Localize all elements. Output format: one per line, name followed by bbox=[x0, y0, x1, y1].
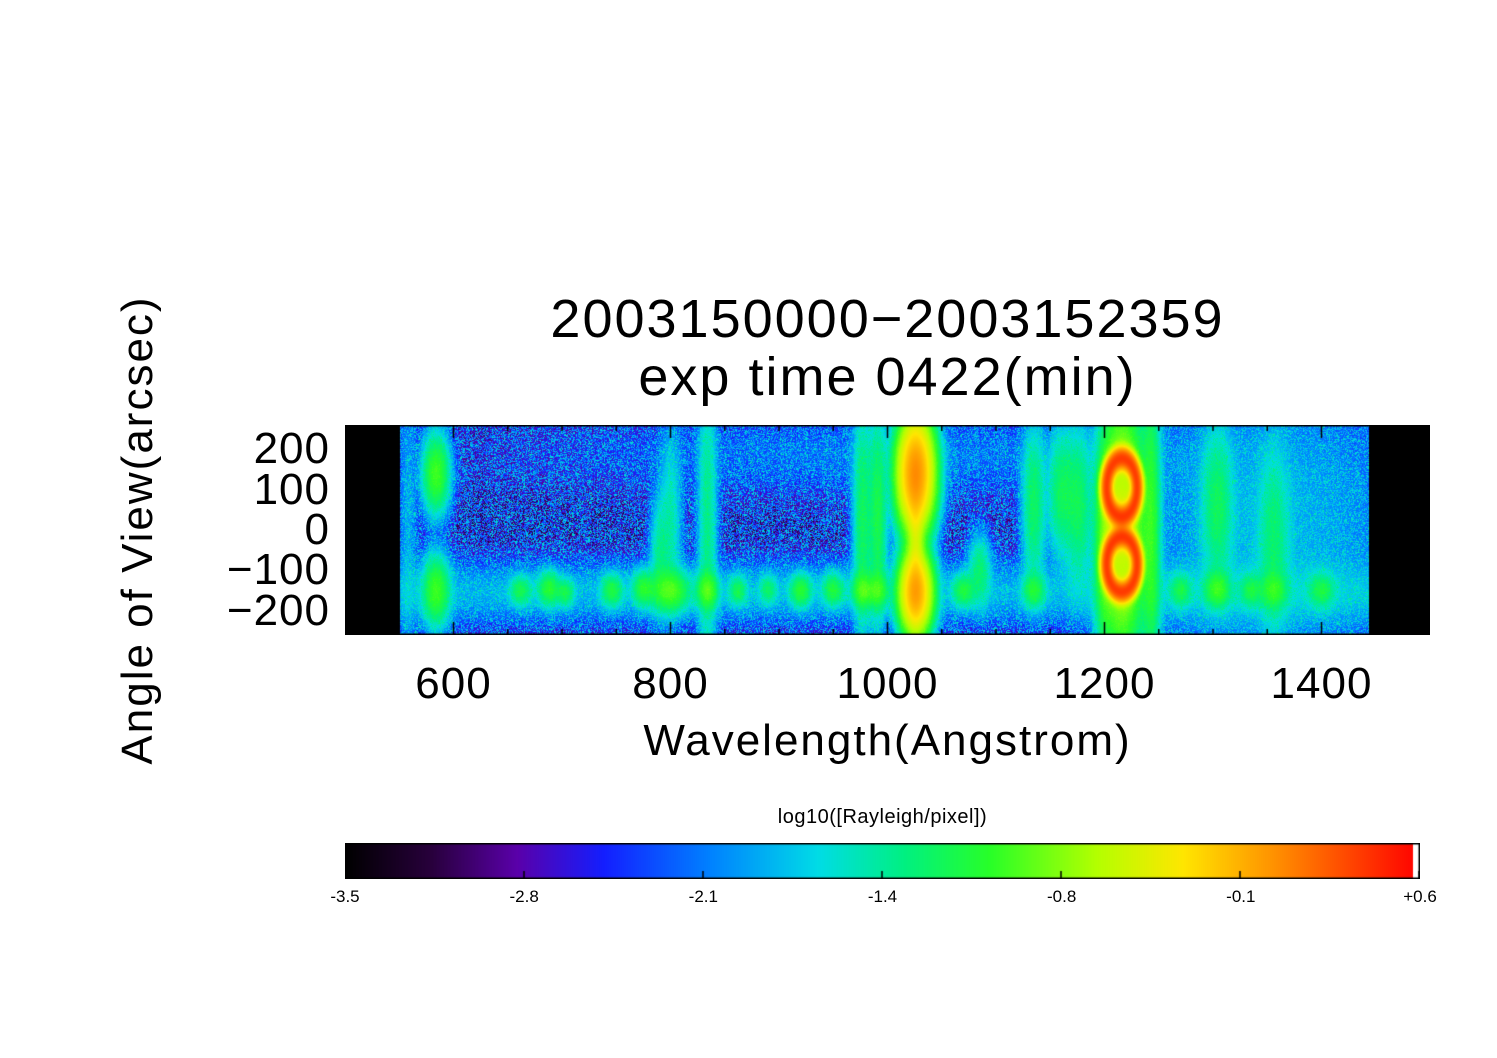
plot-title: 2003150000−2003152359 bbox=[550, 289, 1225, 349]
colorbar-tick-label-1: -2.8 bbox=[509, 887, 539, 906]
colorbar-tick-label-4: -0.8 bbox=[1047, 887, 1077, 906]
colorbar-tick-label-0: -3.5 bbox=[330, 887, 360, 906]
x-tick-label-600: 600 bbox=[415, 659, 492, 708]
x-tick-label-1200: 1200 bbox=[1053, 659, 1156, 708]
y-tick-label--200: −200 bbox=[226, 585, 330, 635]
x-axis-label: Wavelength(Angstrom) bbox=[643, 716, 1132, 765]
y-tick-label--100: −100 bbox=[226, 545, 330, 595]
spectrogram-image bbox=[345, 425, 1430, 635]
colorbar-title: log10([Rayleigh/pixel]) bbox=[777, 806, 988, 828]
y-axis-label: Angle of View(arcsec) bbox=[113, 295, 162, 765]
y-tick-label-0: 0 bbox=[304, 505, 330, 554]
colorbar-tick-label-3: -1.4 bbox=[867, 887, 898, 906]
x-tick-label-800: 800 bbox=[632, 659, 709, 708]
plot-subtitle: exp time 0422(min) bbox=[638, 347, 1137, 407]
colorbar-tick-label-5: -0.1 bbox=[1226, 887, 1256, 906]
x-tick-label-1400: 1400 bbox=[1270, 659, 1373, 708]
y-tick-label-100: 100 bbox=[253, 464, 330, 514]
x-tick-label-1000: 1000 bbox=[836, 659, 939, 708]
y-tick-label-200: 200 bbox=[253, 424, 330, 474]
colorbar-tick-label-2: -2.1 bbox=[688, 887, 718, 906]
colorbar bbox=[345, 843, 1420, 879]
colorbar-tick-label-6: +0.6 bbox=[1403, 887, 1437, 906]
